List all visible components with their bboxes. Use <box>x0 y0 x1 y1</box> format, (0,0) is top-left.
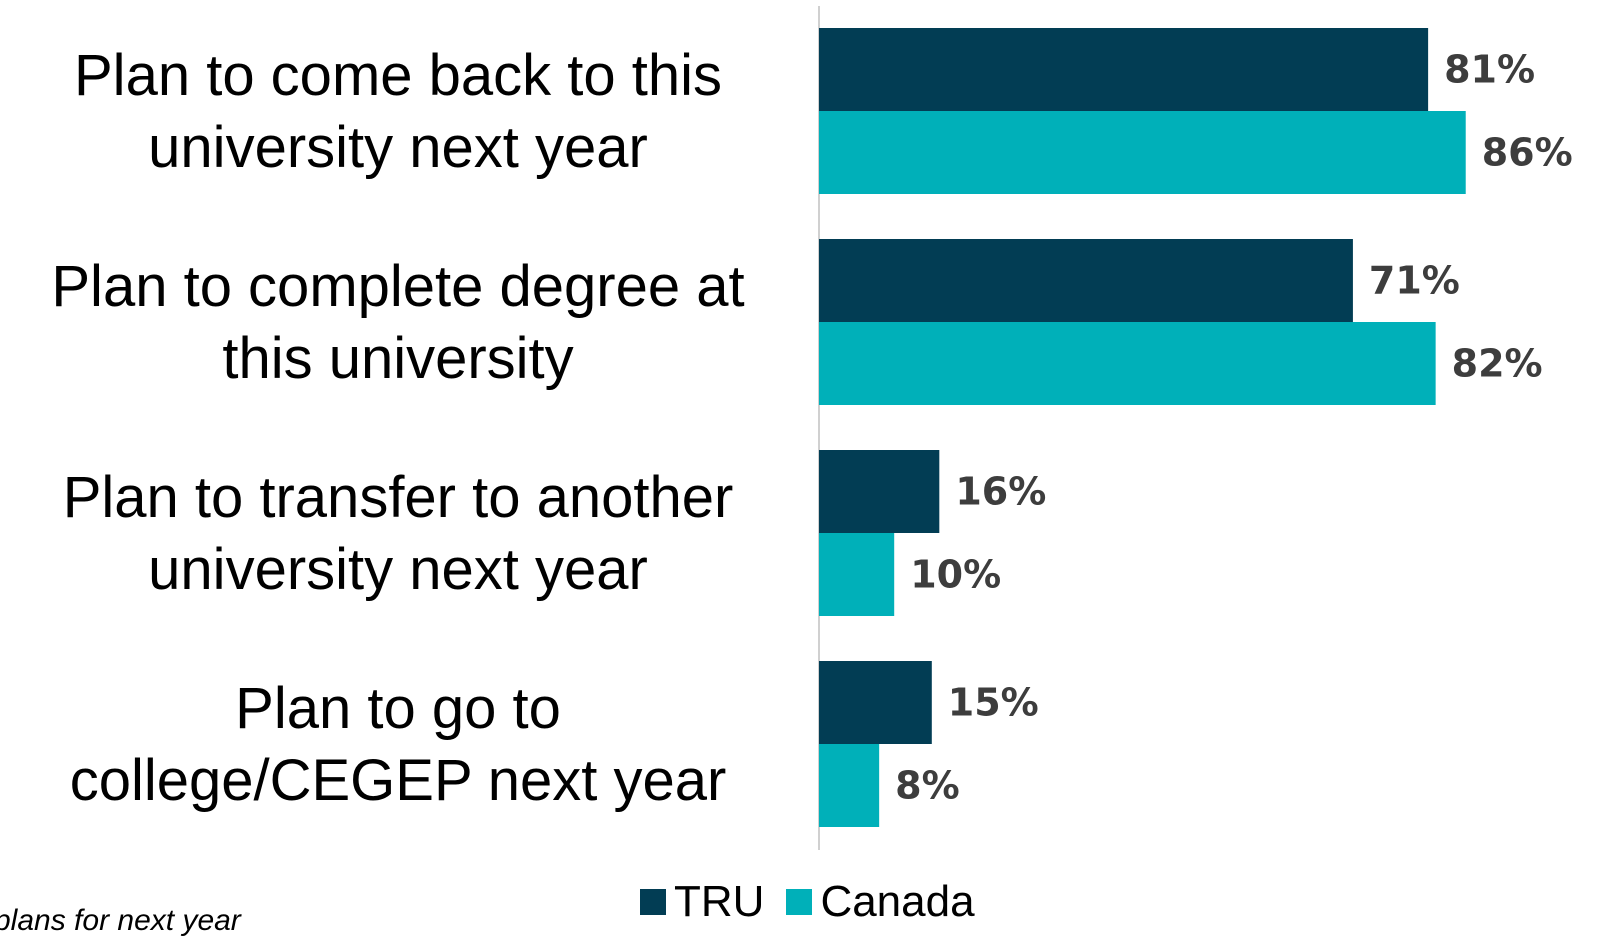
category-label-line: Plan to go to <box>235 676 561 741</box>
category-label-line: university next year <box>148 115 648 180</box>
value-labels: 81% 86% 71% 82% 16% 10% 15% 8% <box>895 48 1573 808</box>
bar-tru-0 <box>819 28 1429 111</box>
value-label-tru-0: 81% <box>1444 48 1535 92</box>
legend: TRU Canada <box>640 880 975 924</box>
value-label-tru-3: 15% <box>948 681 1039 725</box>
bars <box>819 28 1466 827</box>
legend-swatch-tru <box>640 889 666 915</box>
category-label-line: Plan to transfer to another <box>63 465 734 530</box>
bar-tru-1 <box>819 239 1353 322</box>
category-label-line: college/CEGEP next year <box>70 748 727 813</box>
value-label-canada-0: 86% <box>1482 131 1573 175</box>
legend-item-canada: Canada <box>786 877 975 926</box>
category-label-line: Plan to come back to this <box>74 43 722 108</box>
value-label-canada-3: 8% <box>895 764 960 808</box>
category-label-line: this university <box>222 326 573 391</box>
bar-tru-3 <box>819 661 932 744</box>
legend-swatch-canada <box>786 889 813 915</box>
category-labels: Plan to come back to this university next… <box>51 43 744 813</box>
bar-canada-2 <box>819 533 895 616</box>
category-label-2: Plan to transfer to another university ne… <box>63 465 734 602</box>
bar-canada-3 <box>819 744 880 827</box>
value-label-tru-2: 16% <box>955 470 1046 514</box>
legend-label-canada: Canada <box>820 877 975 926</box>
bar-tru-2 <box>819 450 940 533</box>
value-label-canada-1: 82% <box>1452 342 1543 386</box>
category-label-0: Plan to come back to this university next… <box>74 43 722 180</box>
bar-canada-0 <box>819 111 1466 194</box>
category-label-line: Plan to complete degree at <box>51 254 744 319</box>
category-label-1: Plan to complete degree at this universit… <box>51 254 744 391</box>
category-label-line: university next year <box>148 537 648 602</box>
category-label-3: Plan to go to college/CEGEP next year <box>70 676 727 813</box>
bar-canada-1 <box>819 322 1436 405</box>
value-label-tru-1: 71% <box>1369 259 1460 303</box>
value-label-canada-2: 10% <box>910 553 1001 597</box>
legend-label-tru: TRU <box>674 877 765 926</box>
legend-item-tru: TRU <box>640 880 764 924</box>
footnote: plans for next year <box>0 904 241 937</box>
